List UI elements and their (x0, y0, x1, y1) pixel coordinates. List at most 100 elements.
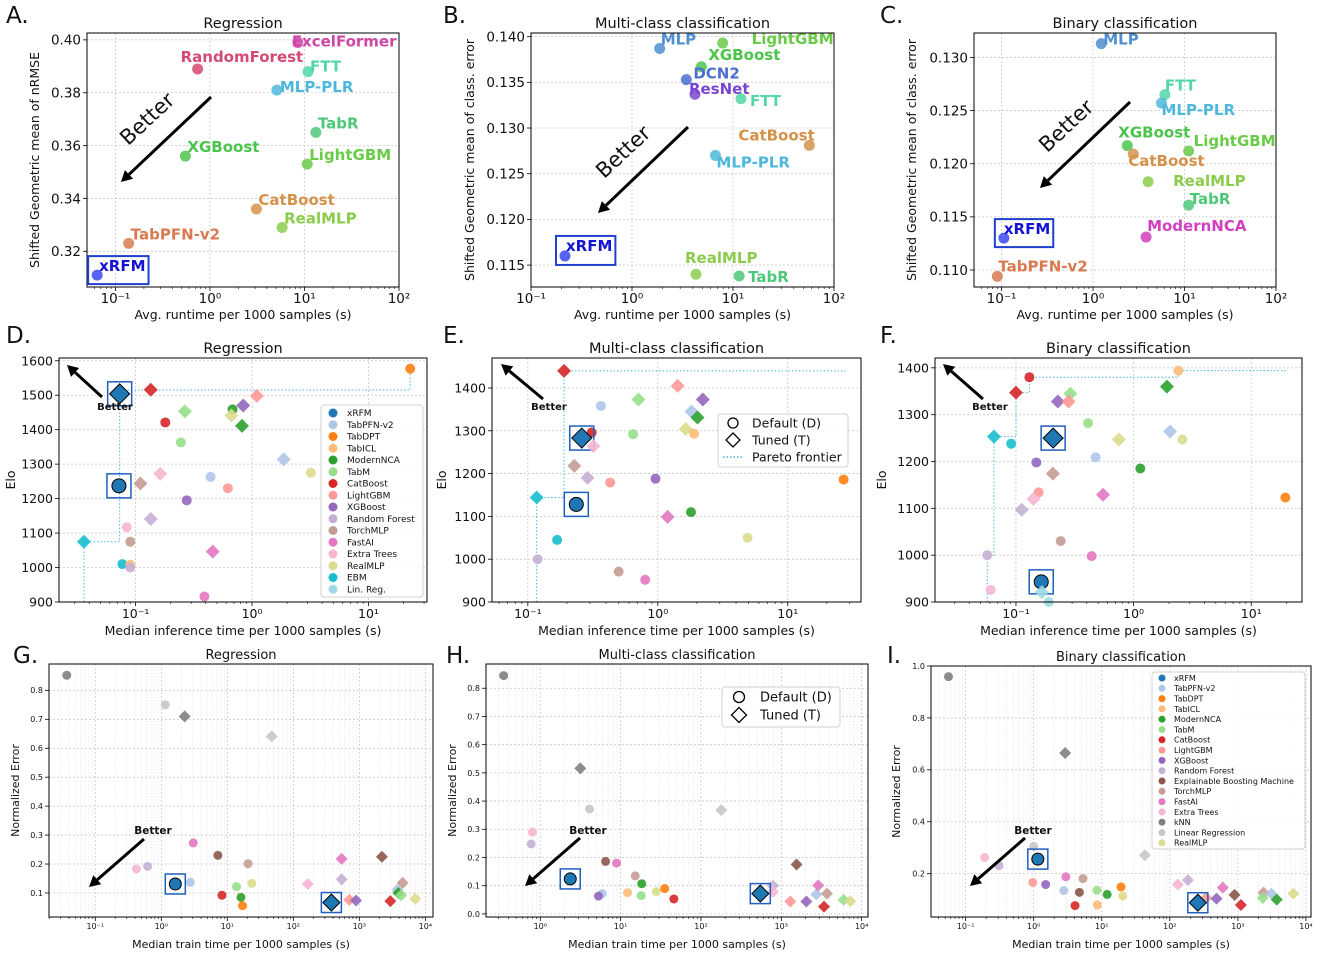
legend: Default (D) Tuned (T) Pareto frontier (717, 413, 849, 468)
diamond-marker (177, 404, 192, 419)
plot-frame (86, 32, 400, 288)
diamond-marker (1270, 893, 1283, 906)
data-label: ExcelFormer (292, 33, 397, 51)
data-point (1121, 140, 1133, 152)
y-tick-label: 900 (462, 595, 486, 610)
legend-marker (328, 467, 338, 477)
x-tick-label: 10⁰ (621, 291, 644, 307)
x-tick-label: 10¹ (358, 606, 379, 621)
circle-marker (605, 477, 616, 488)
x-axis-label: Avg. runtime per 1000 samples (s) (574, 307, 791, 322)
x-tick-label: 10⁰ (199, 291, 222, 307)
data-label: MLP-PLR (1161, 101, 1235, 119)
y-tick-label: 0.6 (912, 766, 925, 775)
better-arrow-shaft (74, 371, 104, 399)
legend-marker (1158, 818, 1166, 826)
legend-label: TabPFN-v2 (346, 421, 394, 431)
legend-label: TabDPT (1173, 694, 1204, 703)
better-arrow-shaft (604, 125, 690, 207)
legend-marker (1158, 767, 1166, 775)
legend-label: CatBoost (347, 480, 388, 490)
legend-marker (1158, 695, 1166, 703)
diamond-marker (1059, 746, 1072, 759)
circle-marker (630, 871, 640, 881)
diamond-marker (574, 762, 587, 775)
circle-marker (689, 428, 700, 439)
circle-marker (1055, 536, 1066, 547)
diamond-marker (335, 852, 348, 865)
legend-label: FastAI (1174, 797, 1198, 806)
panel-letter: C. (880, 3, 903, 29)
y-tick-label: 0.110 (929, 263, 968, 279)
circle-marker (568, 496, 584, 512)
diamond-marker (986, 429, 1001, 444)
circle-marker (236, 892, 246, 902)
legend-box (320, 404, 424, 598)
data-point (654, 43, 666, 55)
y-tick-label: 0.6 (30, 744, 43, 753)
circle-marker (660, 884, 670, 894)
better-arrow-icon (67, 365, 80, 377)
y-tick-label: 0.120 (486, 212, 525, 228)
data-point (559, 250, 571, 262)
circle-marker (1059, 886, 1069, 896)
highlight-box (749, 882, 772, 905)
legend-label: Tuned (T) (759, 709, 821, 724)
diamond-marker (1181, 874, 1194, 887)
chart-title: Binary classification (1056, 650, 1186, 665)
data-label: xRFM (99, 257, 145, 275)
legend-label: Extra Trees (347, 550, 397, 560)
circle-marker (499, 671, 509, 681)
legend-label: kNN (1174, 818, 1191, 827)
diamond-marker (234, 418, 249, 433)
y-tick-label: 1600 (21, 353, 53, 368)
diamond-marker (690, 410, 705, 425)
legend-marker (1158, 715, 1166, 723)
legend-label: EBM (347, 574, 367, 584)
y-tick-label: 1500 (21, 388, 53, 403)
x-axis-label: Median train time per 1000 samples (s) (132, 938, 350, 951)
diamond-marker (236, 398, 251, 413)
data-point (302, 66, 314, 78)
highlight-box (554, 234, 617, 266)
panel-letter: E. (443, 323, 465, 349)
better-arrow-icon (121, 170, 134, 182)
legend-marker (1158, 798, 1166, 806)
circle-marker (1061, 872, 1071, 882)
data-point (292, 37, 304, 49)
data-label: TabPFN-v2 (131, 225, 220, 243)
better-arrow-icon (501, 364, 514, 376)
circle-marker (528, 827, 538, 837)
x-tick-label: 10⁻¹ (101, 291, 131, 307)
y-tick-label: 1100 (897, 501, 929, 516)
y-tick-label: 0.125 (486, 167, 525, 183)
legend-label: TabM (1173, 725, 1195, 734)
chart-title: Multi-class classification (595, 16, 770, 32)
highlight-box (320, 891, 343, 914)
data-label: TabR (318, 114, 359, 132)
diamond-marker (143, 511, 158, 526)
diamond-marker (76, 534, 91, 549)
circle-marker (168, 877, 182, 891)
legend-marker (1158, 684, 1166, 692)
data-label: ResNet (689, 80, 750, 98)
legend-label: TabPFN-v2 (1173, 684, 1215, 693)
legend-marker (1158, 705, 1166, 713)
data-point (1127, 148, 1139, 160)
diamond-marker (265, 730, 278, 743)
y-tick-label: 1400 (21, 422, 53, 437)
data-point (1159, 89, 1171, 101)
legend-label: RealMLP (1174, 839, 1208, 848)
chart-title: Regression (205, 648, 276, 663)
diamond-marker (810, 888, 823, 901)
y-tick-label: 0.7 (467, 712, 480, 721)
diamond-marker (396, 876, 409, 889)
y-axis-label: Normalized Error (890, 745, 903, 838)
circle-marker (1092, 900, 1102, 910)
y-axis-label: Elo (3, 470, 18, 489)
circle-marker (640, 574, 651, 585)
y-axis-label: Shifted Geometric mean of nRMSE (27, 52, 42, 268)
circle-marker (1090, 452, 1101, 463)
legend-marker (1158, 839, 1166, 847)
data-label: FTT (750, 92, 782, 110)
